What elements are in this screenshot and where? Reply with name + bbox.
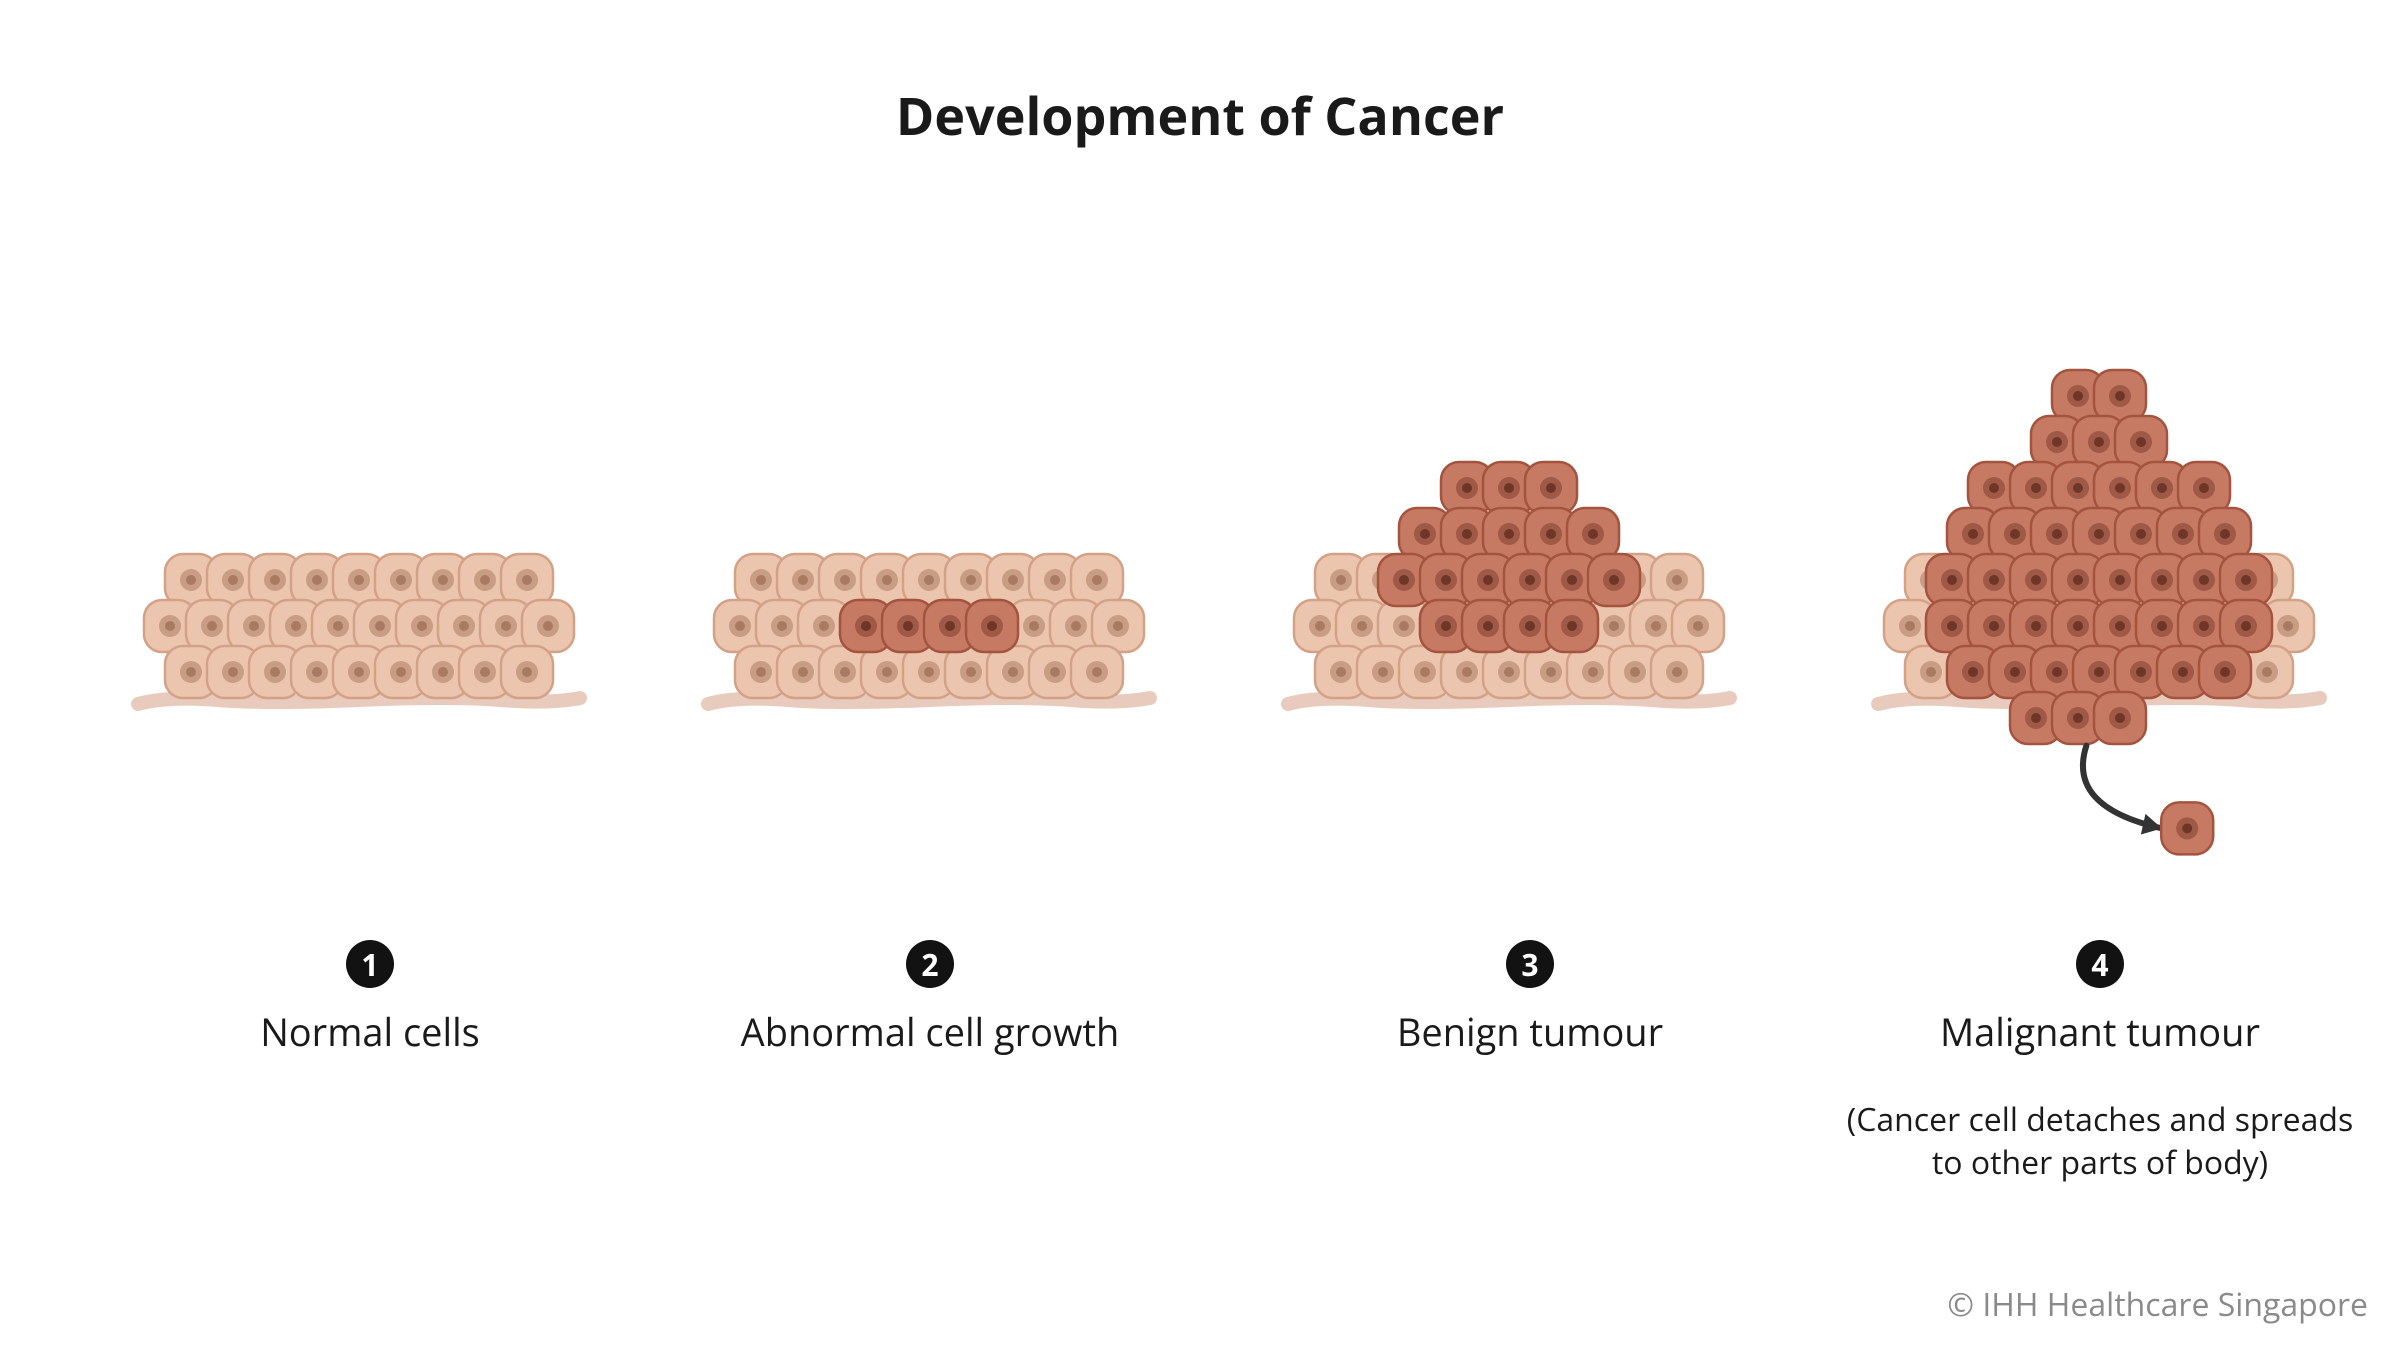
stage-label-4: 4 Malignant tumour (Cancer cell detaches a… [1840,940,2360,1184]
step-badge: 2 [906,940,954,988]
step-label: Normal cells [110,1006,630,1058]
stage-label-1: 1 Normal cells [110,940,630,1058]
copyright-text: © IHH Healthcare Singapore [1947,1283,2368,1326]
stage-label-3: 3 Benign tumour [1270,940,1790,1058]
step-badge: 4 [2076,940,2124,988]
step-label: Malignant tumour [1840,1006,2360,1058]
page-title: Development of Cancer [0,80,2400,151]
stage-4 [1878,370,2320,854]
step-sublabel: (Cancer cell detaches and spreads to oth… [1840,1098,2360,1184]
step-label: Benign tumour [1270,1006,1790,1058]
diagram-svg [0,320,2400,960]
stage-1 [138,554,580,704]
stage-label-2: 2 Abnormal cell growth [670,940,1190,1058]
step-badge: 1 [346,940,394,988]
stage-2 [708,554,1150,704]
stage-area [0,320,2400,960]
step-label: Abnormal cell growth [670,1006,1190,1058]
stage-3 [1288,462,1730,704]
step-badge: 3 [1506,940,1554,988]
